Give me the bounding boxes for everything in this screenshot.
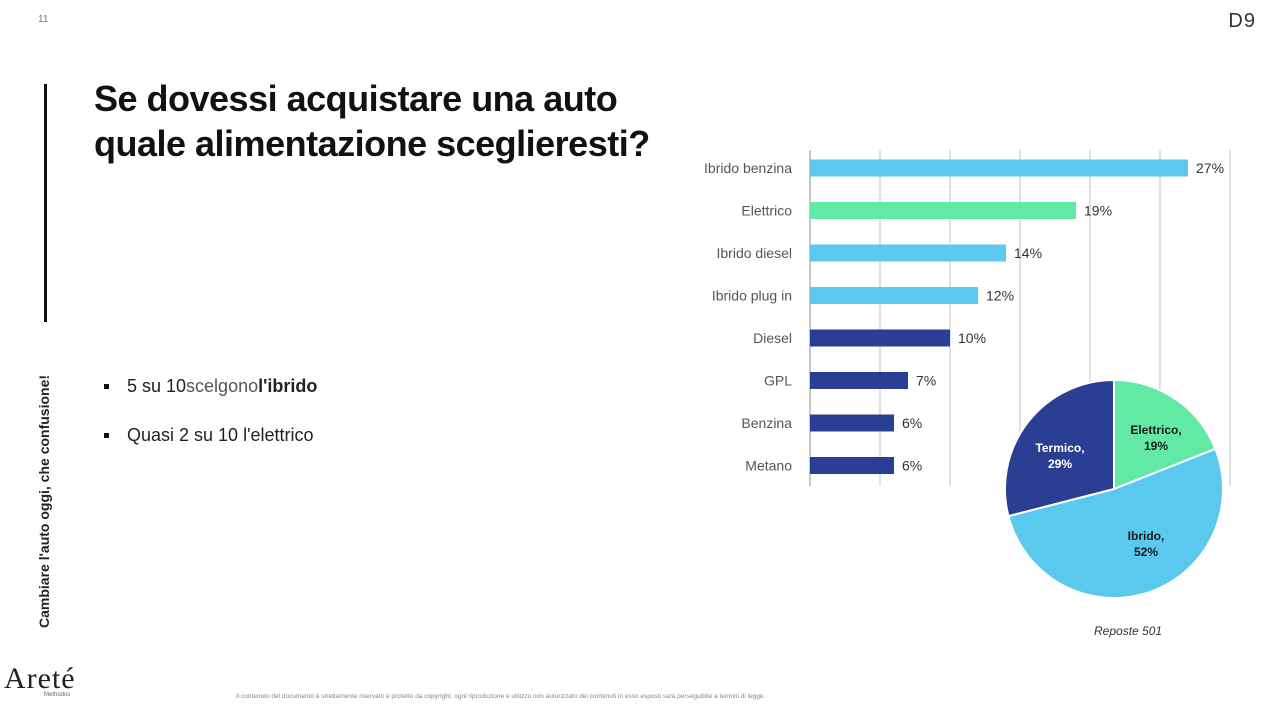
category-label: Ibrido benzina (704, 160, 792, 176)
pie-slice-value: 52% (1134, 545, 1158, 559)
bullet-list: 5 su 10 scelgono l'ibrido Quasi 2 su 10 … (104, 376, 317, 474)
category-label: Elettrico (741, 203, 792, 219)
value-label: 10% (958, 330, 986, 346)
category-label: GPL (764, 373, 792, 389)
bullet-item: 5 su 10 scelgono l'ibrido (104, 376, 317, 397)
value-label: 12% (986, 288, 1014, 304)
bar (810, 159, 1188, 177)
bullet-item: Quasi 2 su 10 l'elettrico (104, 425, 317, 446)
category-label: Ibrido diesel (717, 245, 793, 261)
bar (810, 287, 978, 304)
pie-slice (1007, 447, 1224, 599)
value-label: 6% (902, 458, 922, 474)
copyright-footer: Il contenuto del documento è strettament… (236, 693, 766, 700)
pie-slice-value: 19% (1144, 439, 1168, 453)
bar (810, 329, 950, 347)
bullet-highlight: scelgono (186, 376, 259, 396)
bar (810, 202, 1076, 219)
bar (810, 244, 1006, 262)
bar (810, 372, 908, 389)
value-label: 19% (1084, 203, 1112, 219)
value-label: 7% (916, 373, 936, 389)
category-label: Diesel (753, 330, 792, 346)
category-label: Benzina (741, 415, 792, 431)
bullet-prefix: 5 su 10 (127, 376, 187, 396)
side-divider (44, 84, 47, 322)
category-label: Metano (745, 458, 792, 474)
pie-slice-label: Termico, (1035, 441, 1084, 455)
pie-slice-label: Ibrido, (1128, 529, 1165, 543)
value-label: 27% (1196, 160, 1224, 176)
page-title: Se dovessi acquistare una auto quale ali… (94, 78, 650, 164)
value-label: 14% (1014, 245, 1042, 261)
category-label: Ibrido plug in (712, 288, 792, 304)
pie-slice-label: Elettrico, (1130, 423, 1181, 437)
bar (810, 414, 894, 432)
bullet-text: Quasi 2 su 10 l'elettrico (127, 425, 314, 445)
company-logo: Areté Methodos (4, 662, 76, 698)
page-number: 11 (38, 14, 49, 25)
brand-logo: D9 (1228, 10, 1256, 32)
responses-note: Reposte 501 (1094, 624, 1163, 638)
logo-name: Areté (4, 662, 76, 695)
logo-subtitle: Methodos (44, 692, 71, 698)
bullet-suffix: l'ibrido (258, 376, 318, 396)
bar (810, 457, 894, 474)
value-label: 6% (902, 415, 922, 431)
pie-slice (1113, 378, 1217, 491)
pie-slice (1004, 378, 1115, 518)
pie-slice-value: 29% (1048, 457, 1072, 471)
